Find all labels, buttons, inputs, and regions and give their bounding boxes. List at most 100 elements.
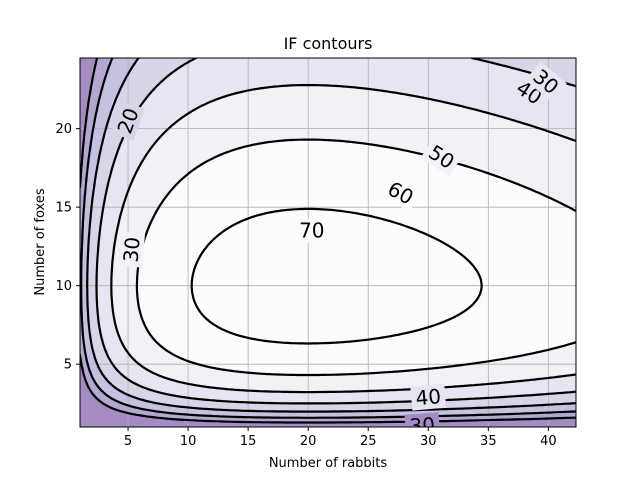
contour-fill-cell bbox=[200, 166, 205, 171]
contour-fill-cell bbox=[252, 58, 257, 63]
contour-fill-cell bbox=[248, 82, 253, 87]
contour-fill-cell bbox=[204, 222, 209, 227]
contour-fill-cell bbox=[204, 262, 209, 267]
contour-fill-cell bbox=[264, 98, 269, 103]
contour-fill-cell bbox=[180, 198, 185, 203]
contour-fill-cell bbox=[236, 166, 241, 171]
contour-fill-cell bbox=[128, 278, 133, 283]
contour-fill-cell bbox=[208, 354, 213, 359]
contour-fill-cell bbox=[188, 370, 193, 375]
contour-fill-cell bbox=[80, 106, 85, 111]
contour-fill-cell bbox=[80, 278, 85, 283]
contour-fill-cell bbox=[256, 122, 261, 127]
contour-fill-cell bbox=[84, 250, 89, 255]
contour-fill-cell bbox=[284, 110, 289, 115]
contour-fill-cell bbox=[164, 202, 169, 207]
contour-fill-cell bbox=[272, 110, 277, 115]
contour-fill-cell bbox=[208, 142, 213, 147]
contour-fill-cell bbox=[220, 410, 225, 415]
contour-fill-cell bbox=[184, 322, 189, 327]
contour-fill-cell bbox=[276, 74, 281, 79]
contour-fill-cell bbox=[184, 90, 189, 95]
contour-fill-cell bbox=[144, 186, 149, 191]
contour-fill-cell bbox=[184, 298, 189, 303]
contour-fill-cell bbox=[188, 186, 193, 191]
contour-fill-cell bbox=[156, 142, 161, 147]
contour-fill-cell bbox=[168, 138, 173, 143]
contour-fill-cell bbox=[248, 202, 253, 207]
contour-fill-cell bbox=[196, 378, 201, 383]
contour-fill-cell bbox=[240, 406, 245, 411]
contour-fill-cell bbox=[184, 66, 189, 71]
contour-fill-cell bbox=[228, 262, 233, 267]
contour-fill-cell bbox=[156, 174, 161, 179]
contour-fill-cell bbox=[180, 150, 185, 155]
contour-fill-cell bbox=[204, 294, 209, 299]
contour-fill-cell bbox=[216, 246, 221, 251]
contour-fill-cell bbox=[248, 354, 253, 359]
contour-fill-cell bbox=[104, 110, 109, 115]
contour-fill-cell bbox=[284, 154, 289, 159]
contour-fill-cell bbox=[260, 250, 265, 255]
contour-fill-cell bbox=[244, 374, 249, 379]
contour-fill-cell bbox=[120, 266, 125, 271]
contour-fill-cell bbox=[132, 90, 137, 95]
contour-fill-cell bbox=[248, 242, 253, 247]
contour-fill-cell bbox=[188, 122, 193, 127]
contour-fill-cell bbox=[152, 102, 157, 107]
contour-fill-cell bbox=[152, 134, 157, 139]
contour-fill-cell bbox=[156, 314, 161, 319]
contour-fill-cell bbox=[132, 386, 137, 391]
contour-fill-cell bbox=[88, 130, 93, 135]
contour-fill-cell bbox=[216, 306, 221, 311]
contour-fill-cell bbox=[268, 330, 273, 335]
contour-fill-cell bbox=[216, 110, 221, 115]
contour-fill-cell bbox=[84, 130, 89, 135]
contour-fill-cell bbox=[192, 114, 197, 119]
contour-fill-cell bbox=[284, 382, 289, 387]
contour-fill-cell bbox=[160, 294, 165, 299]
contour-fill-cell bbox=[96, 218, 101, 223]
contour-fill-cell bbox=[152, 390, 157, 395]
contour-fill-cell bbox=[192, 366, 197, 371]
contour-fill-cell bbox=[108, 102, 113, 107]
contour-fill-cell bbox=[288, 418, 293, 423]
contour-fill-cell bbox=[200, 386, 205, 391]
contour-fill-cell bbox=[232, 214, 237, 219]
contour-fill-cell bbox=[136, 222, 141, 227]
contour-fill-cell bbox=[268, 386, 273, 391]
contour-fill-cell bbox=[112, 342, 117, 347]
contour-fill-cell bbox=[196, 194, 201, 199]
contour-fill-cell bbox=[152, 210, 157, 215]
contour-fill-cell bbox=[224, 218, 229, 223]
contour-fill-cell bbox=[172, 286, 177, 291]
contour-fill-cell bbox=[292, 214, 297, 219]
contour-fill-cell bbox=[120, 422, 125, 427]
contour-fill-cell bbox=[220, 74, 225, 79]
contour-fill-cell bbox=[248, 382, 253, 387]
contour-fill-cell bbox=[232, 142, 237, 147]
contour-fill-cell bbox=[156, 278, 161, 283]
contour-fill-cell bbox=[112, 286, 117, 291]
contour-fill-cell bbox=[108, 370, 113, 375]
contour-fill-cell bbox=[112, 290, 117, 295]
contour-fill-cell bbox=[212, 302, 217, 307]
contour-fill-cell bbox=[100, 74, 105, 79]
contour-fill-cell bbox=[140, 326, 145, 331]
contour-fill-cell bbox=[256, 210, 261, 215]
contour-fill-cell bbox=[120, 286, 125, 291]
contour-fill-cell bbox=[288, 378, 293, 383]
contour-fill-cell bbox=[140, 270, 145, 275]
contour-fill-cell bbox=[212, 166, 217, 171]
contour-fill-cell bbox=[112, 350, 117, 355]
contour-fill-cell bbox=[284, 414, 289, 419]
contour-fill-cell bbox=[268, 146, 273, 151]
contour-fill-cell bbox=[92, 158, 97, 163]
contour-fill-cell bbox=[112, 62, 117, 67]
contour-fill-cell bbox=[88, 58, 93, 63]
contour-fill-cell bbox=[184, 138, 189, 143]
contour-fill-cell bbox=[168, 246, 173, 251]
contour-fill-cell bbox=[164, 302, 169, 307]
contour-fill-cell bbox=[120, 214, 125, 219]
contour-fill-cell bbox=[164, 110, 169, 115]
